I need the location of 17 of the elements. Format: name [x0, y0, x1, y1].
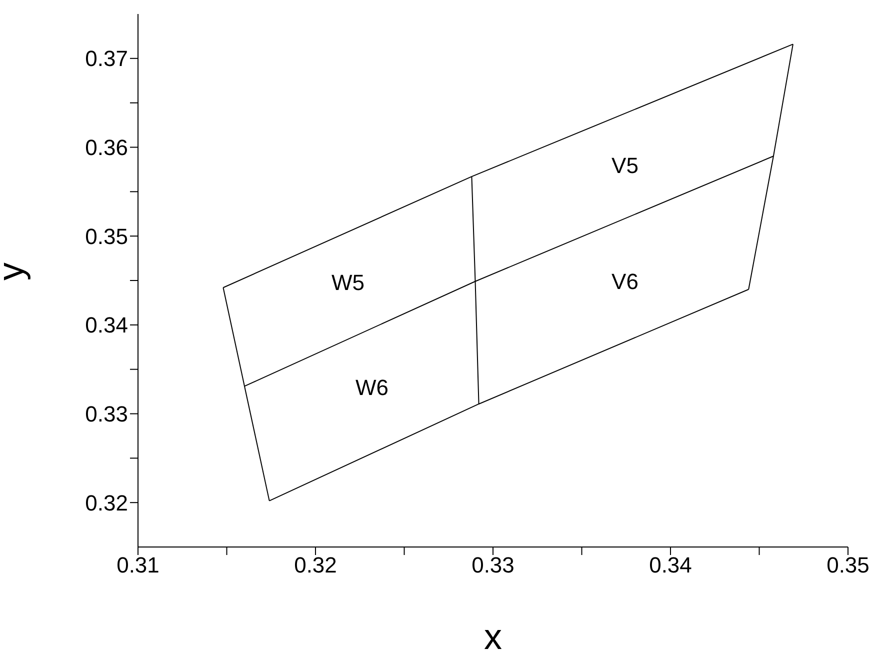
- x-tick-label: 0.33: [472, 552, 514, 578]
- x-tick-label: 0.34: [649, 552, 692, 578]
- y-tick-label: 0.34: [85, 312, 128, 338]
- x-axis-title: x: [484, 616, 502, 653]
- annotation: V6: [612, 269, 638, 294]
- x-tick-label: 0.31: [116, 552, 160, 578]
- x-tick-label: 0.32: [294, 552, 337, 578]
- x-tick-label: 0.35: [826, 552, 870, 578]
- y-tick-label: 0.36: [85, 135, 128, 160]
- y-tick-label: 0.32: [85, 490, 128, 516]
- annotation: W6: [356, 375, 388, 400]
- y-axis-title: y: [0, 262, 31, 280]
- y-tick-label: 0.33: [85, 402, 128, 427]
- y-tick-label: 0.37: [85, 46, 128, 72]
- annotation: W5: [332, 270, 364, 295]
- y-tick-label: 0.35: [85, 224, 128, 249]
- annotation: V5: [612, 153, 638, 178]
